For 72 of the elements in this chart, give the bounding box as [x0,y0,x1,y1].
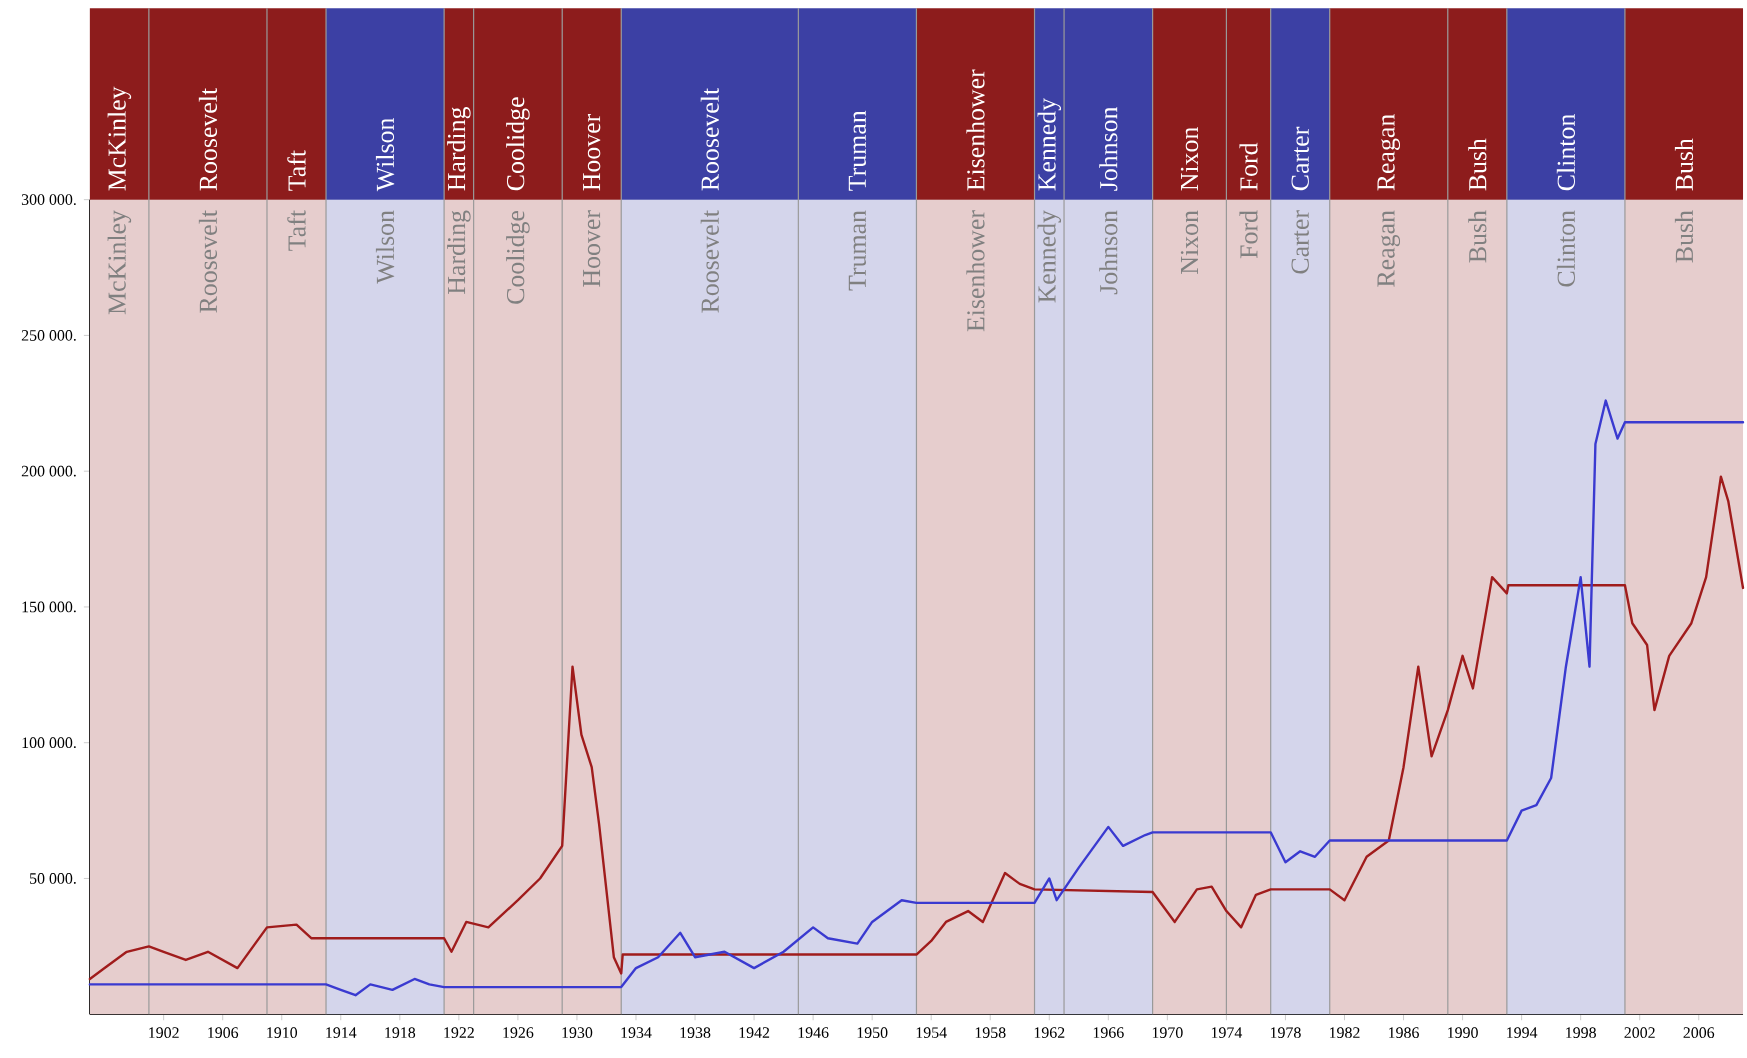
band-label: Nixon [1180,126,1199,191]
text: Clinton [1556,210,1575,287]
band-label: Roosevelt [700,87,719,191]
band-label: Taft [287,150,306,191]
text: Roosevelt [198,210,218,313]
text: Carter [1291,210,1309,274]
text: Nixon [1180,210,1199,274]
band-label: Ford [1239,142,1258,191]
text: Ford [1239,210,1258,259]
text: Coolidge [506,210,530,304]
text: Hoover [583,210,601,287]
x-tick-label: 1958 [975,1027,1006,1038]
band-label: Roosevelt [198,87,218,191]
line-series [88,399,1745,997]
text: Roosevelt [700,210,719,313]
x-tick-label: 1938 [680,1027,711,1038]
text: Kennedy [1037,97,1062,191]
x-tick-label: 1994 [1507,1027,1538,1038]
text: Reagan [1377,210,1401,287]
band-label: McKinley [107,86,132,191]
x-tick-label: 1966 [1093,1027,1124,1038]
x-tick-label: 1946 [798,1027,829,1038]
band-label: Eisenhower [966,69,985,191]
band-label: Johnson [1099,106,1118,191]
text: McKinley [107,210,132,315]
x-tick-label: 1998 [1566,1027,1596,1038]
x-tick-label: 1962 [1034,1027,1065,1038]
x-tick-label: 1934 [621,1027,652,1038]
band-label: Kennedy [1037,210,1062,303]
x-tick-label: 1970 [1152,1027,1183,1038]
text: Bush [1468,210,1487,263]
x-tick-label: 1982 [1329,1027,1360,1038]
band-label: Clinton [1556,113,1575,191]
y-tick-label: 300 000. [21,194,76,205]
x-tick-label: 1922 [444,1027,474,1038]
text: Taft [287,210,306,251]
x-tick-label: 2006 [1683,1027,1715,1038]
band-label: Harding [447,210,471,294]
x-tick-label: 1910 [267,1027,298,1038]
x-tick-label: 1918 [385,1027,416,1038]
text: Truman [848,210,866,291]
y-tick-label: 250 000. [21,329,76,341]
x-tick-label: 2002 [1624,1027,1655,1038]
x-tick-label: 1974 [1211,1027,1243,1038]
y-tick-label: 100 000. [22,737,76,749]
band-label: Hoover [583,113,601,191]
band-label: Coolidge [506,97,530,191]
band-label: Wilson [375,117,395,192]
x-tick-label: 1926 [503,1027,534,1038]
text: Wilson [375,210,395,284]
band-label: Bush [1674,138,1694,191]
x-tick-label: 1978 [1270,1027,1301,1038]
x-tick-label: 1986 [1389,1027,1419,1038]
y-tick-label: 50 000. [30,873,76,884]
text: Bush [1674,210,1694,263]
x-tick-label: 1990 [1448,1027,1478,1038]
x-tick-label: 1914 [326,1027,357,1038]
band-label: Reagan [1377,114,1401,191]
x-tick-label: 1906 [208,1027,239,1038]
text: Eisenhower [966,210,985,332]
y-tick-label: 200 000. [21,465,76,477]
x-tick-label: 1950 [857,1027,888,1038]
x-tick-label: 1902 [149,1027,179,1038]
band-label: Bush [1468,138,1487,191]
y-tick-label: 150 000. [22,601,76,613]
text: Harding [447,106,471,191]
x-tick-label: 1942 [739,1027,770,1038]
band-label: Carter [1291,126,1309,191]
band-label: Truman [848,110,866,191]
text: Johnson [1099,210,1118,295]
x-tick-label: 1930 [562,1027,593,1038]
x-tick-label: 1954 [916,1027,947,1038]
